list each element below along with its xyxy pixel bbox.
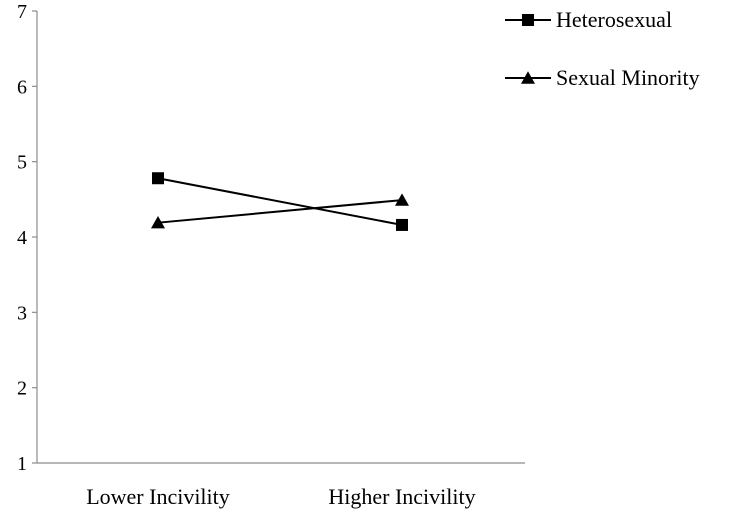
axes (36, 11, 525, 464)
y-tick-label: 4 (17, 227, 27, 249)
series-group (151, 172, 409, 231)
data-point (151, 215, 165, 229)
y-tick-label: 7 (17, 1, 27, 23)
y-axis-ticks: 1 2 3 4 5 6 7 (17, 1, 37, 475)
y-tick-label: 5 (17, 152, 27, 174)
x-category-label: Lower Incivility (86, 484, 230, 509)
data-point (395, 193, 409, 206)
series-line (157, 199, 403, 224)
legend-marker (522, 14, 534, 26)
y-tick-label: 3 (17, 302, 27, 324)
x-axis-labels: Lower Incivility Higher Incivility (86, 484, 475, 509)
series-heterosexual (152, 172, 408, 231)
series-sexual-minority (151, 193, 409, 229)
y-tick-label: 6 (17, 76, 27, 98)
legend-item: Sexual Minority (505, 65, 700, 90)
series-line (157, 177, 403, 226)
legend-label: Heterosexual (556, 7, 672, 32)
x-category-label: Higher Incivility (328, 484, 475, 509)
y-tick-label: 2 (17, 378, 27, 400)
y-tick-label: 1 (17, 453, 27, 475)
legend: Heterosexual Sexual Minority (505, 7, 700, 90)
legend-item: Heterosexual (505, 7, 672, 32)
legend-marker (521, 71, 535, 84)
legend-label: Sexual Minority (556, 65, 700, 90)
data-point (152, 172, 164, 185)
data-point (396, 218, 408, 231)
